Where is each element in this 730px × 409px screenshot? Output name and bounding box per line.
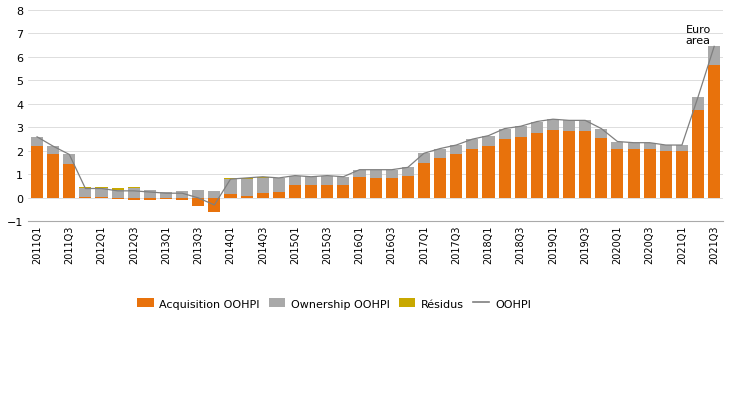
Bar (31, 137, 43, 147)
Bar (337, 178, 350, 186)
Bar (692, 110, 704, 198)
Legend: Acquisition OOHPI, Ownership OOHPI, Résidus, OOHPI: Acquisition OOHPI, Ownership OOHPI, Rési… (133, 294, 535, 313)
Bar (369, 178, 382, 198)
Bar (644, 143, 656, 149)
Bar (224, 180, 237, 195)
Bar (208, 191, 220, 198)
Bar (563, 121, 575, 132)
Bar (289, 186, 301, 198)
Bar (128, 198, 140, 201)
Bar (499, 140, 511, 198)
Text: Euro
area: Euro area (685, 25, 711, 46)
Bar (321, 186, 334, 198)
Bar (466, 140, 478, 149)
Bar (563, 132, 575, 198)
Bar (31, 147, 43, 198)
Bar (224, 178, 237, 180)
Bar (112, 189, 123, 190)
Bar (483, 136, 494, 147)
Bar (434, 149, 446, 159)
Bar (305, 186, 317, 198)
Bar (595, 129, 607, 139)
Bar (128, 189, 140, 198)
Bar (434, 159, 446, 198)
Bar (450, 146, 462, 155)
Bar (676, 152, 688, 198)
Bar (337, 186, 350, 198)
Bar (531, 122, 543, 134)
Bar (321, 176, 334, 186)
Bar (128, 188, 140, 189)
Bar (305, 178, 317, 186)
Bar (466, 149, 478, 198)
Bar (241, 196, 253, 198)
Bar (257, 178, 269, 194)
Bar (176, 198, 188, 201)
Bar (644, 149, 656, 198)
Bar (402, 176, 414, 198)
Bar (676, 146, 688, 152)
Bar (64, 155, 75, 164)
Bar (192, 198, 204, 207)
Bar (547, 120, 559, 130)
Bar (96, 197, 107, 198)
Bar (515, 137, 527, 198)
Bar (353, 170, 366, 178)
Bar (385, 170, 398, 178)
Bar (80, 189, 91, 197)
Bar (144, 190, 156, 198)
Bar (80, 197, 91, 198)
Bar (289, 176, 301, 186)
Bar (241, 180, 253, 196)
Bar (547, 130, 559, 198)
Bar (160, 193, 172, 198)
Bar (515, 127, 527, 137)
Bar (64, 164, 75, 198)
Bar (660, 152, 672, 198)
Bar (418, 154, 430, 163)
Bar (628, 143, 639, 149)
Bar (96, 189, 107, 197)
Bar (47, 147, 59, 155)
Bar (692, 98, 704, 110)
Bar (176, 191, 188, 198)
Bar (160, 198, 172, 200)
Bar (385, 178, 398, 198)
Bar (628, 149, 639, 198)
Bar (595, 139, 607, 198)
Bar (112, 198, 123, 200)
Bar (80, 188, 91, 189)
Bar (402, 168, 414, 176)
Bar (579, 132, 591, 198)
Bar (144, 198, 156, 201)
Bar (241, 178, 253, 180)
Bar (660, 146, 672, 152)
Bar (708, 47, 721, 66)
Bar (208, 198, 220, 212)
Bar (47, 155, 59, 198)
Bar (499, 129, 511, 140)
Bar (531, 134, 543, 198)
Bar (369, 170, 382, 178)
Bar (708, 66, 721, 198)
Bar (612, 149, 623, 198)
Bar (450, 155, 462, 198)
Bar (579, 121, 591, 132)
Bar (192, 190, 204, 198)
Bar (96, 188, 107, 189)
Bar (612, 142, 623, 149)
Bar (224, 195, 237, 198)
Bar (483, 147, 494, 198)
Bar (273, 178, 285, 193)
Bar (273, 193, 285, 198)
Bar (353, 178, 366, 198)
Bar (257, 194, 269, 198)
Bar (112, 190, 123, 198)
Bar (418, 163, 430, 198)
